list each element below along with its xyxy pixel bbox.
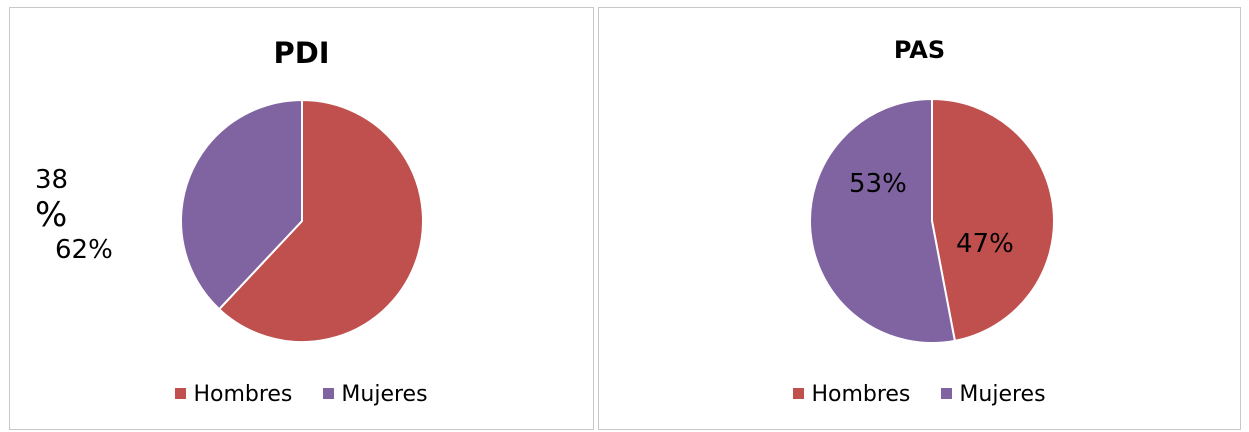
legend-swatch-hombres bbox=[175, 388, 187, 399]
legend-swatch-hombres bbox=[793, 388, 805, 399]
legend: Hombres Mujeres bbox=[10, 382, 593, 407]
pie-chart: 47% 53% bbox=[809, 97, 1055, 344]
pie-slice-hombres bbox=[217, 98, 424, 343]
legend-label: Mujeres bbox=[959, 382, 1046, 407]
legend-item-hombres: Hombres bbox=[175, 382, 292, 407]
data-label: 53% bbox=[849, 169, 907, 199]
legend-swatch-mujeres bbox=[323, 388, 335, 399]
legend-label: Mujeres bbox=[341, 382, 428, 407]
legend-label: Hombres bbox=[193, 382, 293, 407]
chart-pdi: PDI 62% 38% Hombres Mujeres bbox=[9, 7, 594, 430]
legend-swatch-mujeres bbox=[941, 388, 953, 399]
chart-pas: PAS 47% 53% Hombres Mujeres bbox=[598, 7, 1241, 430]
pie-slice-hombres bbox=[931, 97, 1055, 343]
legend-item-mujeres: Mujeres bbox=[941, 382, 1046, 407]
pie-slice-mujeres bbox=[809, 97, 957, 344]
legend-label: Hombres bbox=[811, 382, 911, 407]
chart-title: PAS bbox=[893, 36, 946, 64]
pie-chart: 62%38% bbox=[35, 98, 424, 343]
data-label: 62% bbox=[55, 235, 113, 265]
chart-title: PDI bbox=[273, 36, 330, 70]
data-label: 38% bbox=[35, 165, 68, 235]
pie-slice-mujeres bbox=[180, 98, 303, 311]
data-label: 47% bbox=[956, 229, 1014, 259]
legend-item-mujeres: Mujeres bbox=[323, 382, 428, 407]
legend: Hombres Mujeres bbox=[599, 382, 1240, 407]
legend-item-hombres: Hombres bbox=[793, 382, 910, 407]
